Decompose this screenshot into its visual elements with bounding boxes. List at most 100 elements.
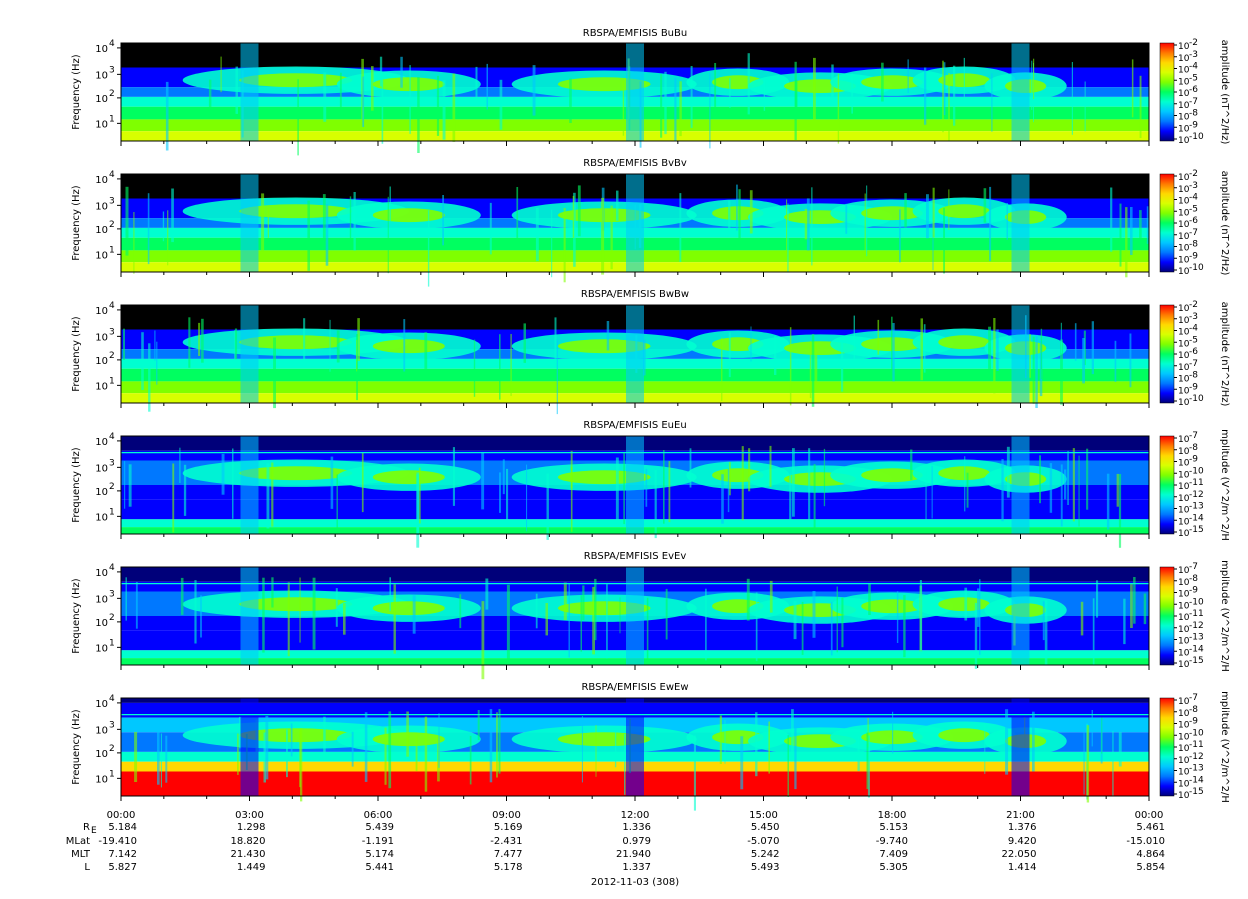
colorbar-tick-label: 10 [1178, 113, 1190, 123]
striation [1130, 584, 1133, 628]
striation [1091, 710, 1093, 747]
striation [406, 711, 409, 757]
striation [811, 334, 815, 407]
striation [674, 77, 677, 142]
striation [343, 603, 346, 635]
striation [664, 71, 667, 135]
striation [660, 74, 663, 138]
striation [741, 446, 744, 521]
striation [167, 210, 169, 266]
y-tick-exponent: 4 [109, 563, 115, 573]
striation [728, 200, 731, 234]
striation [409, 65, 411, 134]
colorbar-tick-label: 10 [1178, 732, 1190, 742]
colorbar-tick-exponent: -6 [1189, 347, 1198, 357]
wave-emission-core [861, 599, 923, 614]
striation [923, 324, 926, 373]
colorbar-tick-exponent: -10 [1189, 728, 1204, 738]
striation [1033, 58, 1035, 100]
colorbar [1159, 42, 1175, 142]
striation [1072, 448, 1075, 522]
y-tick-exponent: 4 [109, 432, 115, 442]
striation [814, 341, 818, 384]
striation [266, 463, 270, 529]
striation [290, 723, 293, 757]
wave-emission-core [372, 208, 445, 223]
colorbar-tick-exponent: -6 [1189, 216, 1198, 226]
striation [1146, 206, 1149, 244]
colorbar-tick-exponent: -5 [1189, 73, 1198, 83]
striation [606, 321, 610, 351]
ephemeris-value: 21.430 [231, 849, 266, 860]
striation [615, 457, 619, 526]
striation [1116, 473, 1119, 507]
colorbar-tick-label: 10 [1178, 339, 1190, 349]
colorbar-tick-exponent: -2 [1189, 38, 1198, 48]
colorbar-tick-label: 10 [1178, 185, 1190, 195]
striation [1114, 340, 1117, 382]
striation [623, 452, 625, 525]
striation [812, 591, 816, 638]
colorbar-tick-exponent: -2 [1189, 169, 1198, 179]
striation [891, 316, 893, 375]
ephemeris-value: 1.336 [622, 822, 651, 833]
y-tick-label: 10 [95, 381, 108, 392]
striation [263, 732, 266, 783]
striation [904, 193, 907, 228]
striation [942, 60, 944, 133]
striation [165, 81, 169, 151]
y-tick-label: 10 [95, 618, 108, 629]
striation [325, 204, 329, 266]
y-tick-label: 10 [95, 94, 108, 105]
ephemeris-value: -15.010 [1126, 836, 1165, 847]
striation [768, 721, 770, 774]
y-tick-label: 10 [95, 774, 108, 785]
striation [381, 74, 384, 144]
y-tick-exponent: 3 [109, 720, 115, 730]
striation [719, 715, 722, 764]
ephemeris-value: 0.979 [622, 836, 651, 847]
y-tick-label: 10 [95, 643, 108, 654]
striation [262, 577, 265, 653]
striation [823, 448, 826, 507]
striation [1082, 338, 1085, 384]
time-label: 21:00 [1006, 810, 1035, 821]
colorbar-tick-label: 10 [1178, 447, 1190, 457]
perigee-region [626, 43, 644, 141]
striation [506, 584, 510, 662]
y-tick-exponent: 1 [109, 769, 115, 779]
colorbar-label: mplitude (V^2/m^2/H [1219, 560, 1230, 672]
striation [724, 720, 726, 764]
colorbar-tick-label: 10 [1178, 459, 1190, 469]
striation [896, 591, 899, 643]
striation [794, 727, 797, 790]
striation [1006, 446, 1010, 498]
y-tick-exponent: 4 [109, 170, 115, 180]
time-label: 03:00 [235, 810, 264, 821]
perigee-region [240, 43, 259, 141]
y-tick-label: 10 [95, 332, 108, 343]
perigee-region [626, 698, 644, 796]
colorbar-tick-label: 10 [1178, 721, 1190, 731]
colorbar-tick-label: 10 [1178, 328, 1190, 338]
colorbar-label: mplitude (V^2/m^2/H [1219, 691, 1230, 803]
striation [162, 211, 165, 242]
spectrogram-image [121, 43, 1149, 156]
striation [926, 194, 929, 239]
striation [569, 78, 572, 123]
striation [556, 339, 558, 415]
perigee-region [240, 174, 259, 272]
striation [645, 468, 648, 507]
striation [989, 186, 992, 262]
striation [237, 733, 239, 775]
y-tick-label: 10 [95, 201, 108, 212]
striation [1060, 464, 1063, 527]
striation [619, 597, 621, 634]
ephemeris-value: 5.827 [108, 862, 137, 873]
panel-title: RBSPA/EMFISIS BwBw [581, 289, 689, 300]
time-label: 09:00 [492, 810, 521, 821]
striation [135, 582, 138, 629]
striation [867, 735, 870, 798]
striation [747, 53, 750, 115]
striation [489, 709, 493, 783]
